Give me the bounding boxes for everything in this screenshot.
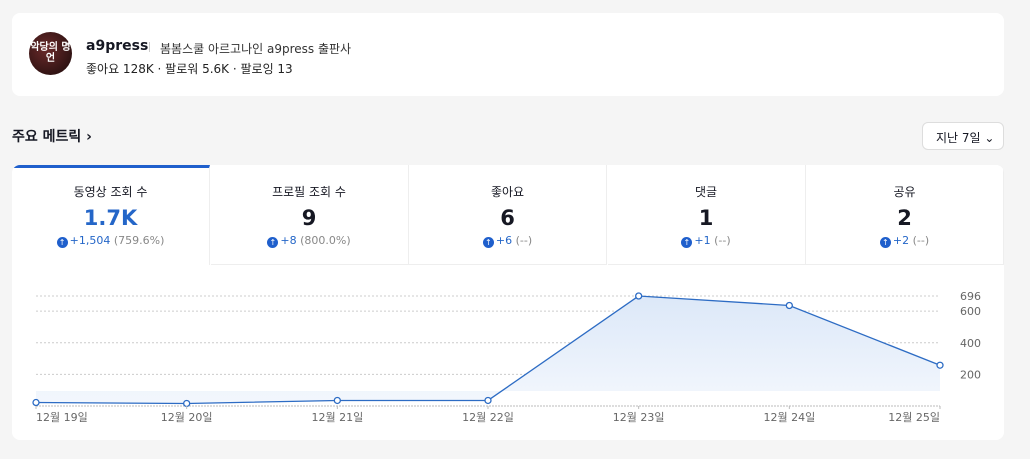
arrow-up-icon: ↑: [482, 237, 494, 248]
metric-label: 좋아요: [490, 185, 525, 199]
metric-value: 1.7K: [83, 206, 138, 230]
metric-percent: (--): [912, 234, 930, 247]
divider: [149, 42, 150, 52]
metric-percent: (800.0%): [300, 234, 351, 247]
profile-bio: 봄봄스쿨 아르고나인 a9press 출판사: [160, 42, 352, 56]
metric-value: 9: [301, 206, 317, 230]
profile-card: 악당의 명언 a9press 봄봄스쿨 아르고나인 a9press 출판사 좋아…: [12, 13, 1004, 96]
x-tick-label: 12월 20일: [161, 410, 213, 424]
x-tick-label: 12월 23일: [613, 410, 665, 424]
arrow-up-icon: ↑: [879, 237, 891, 248]
metric-value: 1: [698, 206, 714, 230]
x-tick-label: 12월 22일: [462, 410, 514, 424]
metric-percent: (759.6%): [113, 234, 165, 247]
metric-change: ↑ +6 (--): [409, 234, 606, 248]
metric-delta: +2: [892, 234, 910, 247]
section-title-link[interactable]: 주요 메트릭 ›: [12, 129, 92, 145]
data-point: [183, 399, 191, 408]
avatar[interactable]: 악당의 명언: [29, 32, 72, 75]
metric-delta: +8: [280, 234, 297, 247]
metric-percent: (--): [714, 234, 731, 247]
metric-delta: +1,504: [69, 234, 111, 247]
y-tick-label: 600: [960, 305, 981, 318]
metric-change: ↑ +1 (--): [608, 234, 805, 248]
data-point: [32, 398, 40, 407]
metric-delta: +1: [694, 234, 711, 247]
metric-change: ↑ +8 (800.0%): [211, 234, 408, 248]
metric-percent: (--): [515, 234, 533, 247]
metric-label: 공유: [893, 185, 916, 199]
metric-tab[interactable]: 공유 2 ↑ +2 (--): [806, 165, 1004, 265]
arrow-up-icon: ↑: [681, 237, 693, 248]
metric-delta: +6: [495, 234, 513, 247]
data-point: [635, 292, 643, 300]
data-point: [785, 301, 793, 310]
arrow-up-icon: ↑: [56, 237, 68, 248]
metric-tab[interactable]: 프로필 조회 수 9 ↑ +8 (800.0%): [210, 165, 409, 265]
metric-change: ↑ +1,504 (759.6%): [12, 234, 209, 248]
data-point: [333, 396, 341, 405]
data-point: [484, 396, 492, 405]
data-point: [936, 361, 944, 369]
metric-tab[interactable]: 동영상 조회 수 1.7K ↑ +1,504 (759.6%): [12, 165, 210, 265]
x-tick-label: 12월 25일: [888, 410, 940, 424]
metrics-chart: 200 400 600 696 12월 19일 12월 20일 12월 21일 12월 22일…: [32, 290, 981, 424]
x-tick-label: 12월 21일: [311, 410, 363, 424]
profile-stats: 좋아요 128K · 팔로워 5.6K · 팔로잉 13: [86, 62, 293, 76]
metric-value: 6: [500, 206, 515, 230]
metric-label: 댓글: [694, 185, 718, 199]
x-tick-label: 12월 24일: [763, 410, 815, 424]
metric-label: 프로필 조회 수: [272, 185, 346, 199]
metric-tab[interactable]: 좋아요 6 ↑ +6 (--): [409, 165, 607, 265]
metrics-card: 동영상 조회 수 1.7K ↑ +1,504 (759.6%) 프로필 조회 수 9…: [12, 165, 1004, 440]
y-tick-label: 200: [960, 368, 981, 381]
y-tick-label: 696: [960, 290, 981, 303]
metric-label: 동영상 조회 수: [73, 185, 148, 199]
area-fill: [36, 296, 940, 404]
y-tick-label: 400: [960, 337, 981, 350]
date-range-dropdown[interactable]: 지난 7일 ⌄: [922, 122, 1004, 150]
arrow-up-icon: ↑: [267, 237, 279, 248]
metric-value: 2: [897, 206, 912, 230]
metric-change: ↑ +2 (--): [806, 234, 1003, 248]
profile-name: a9press: [86, 38, 149, 54]
metric-tab[interactable]: 댓글 1 ↑ +1 (--): [607, 165, 806, 265]
x-tick-label: 12월 19일: [36, 410, 88, 424]
